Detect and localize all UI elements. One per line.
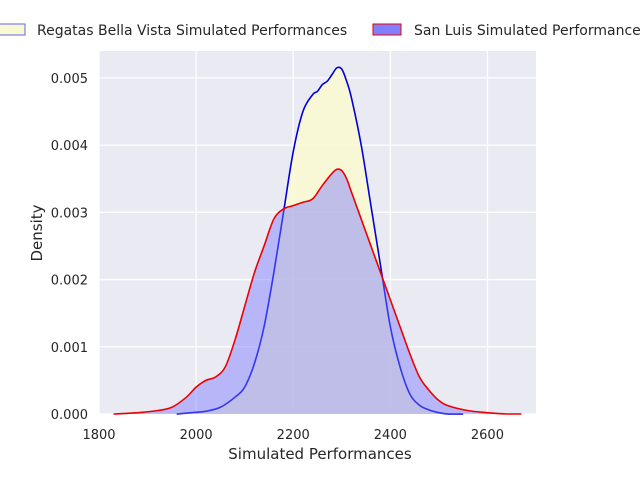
legend-swatch-regatas bbox=[0, 23, 26, 36]
legend-label-san-luis: San Luis Simulated Performances bbox=[414, 23, 640, 39]
y-tick-label-1: 0.001 bbox=[51, 341, 88, 356]
x-axis-label: Simulated Performances bbox=[228, 445, 412, 463]
x-tick-label-2: 2200 bbox=[277, 428, 310, 443]
x-tick-label-3: 2400 bbox=[374, 428, 407, 443]
series-0-area bbox=[176, 67, 464, 415]
legend-label-regatas: Regatas Bella Vista Simulated Performanc… bbox=[37, 23, 347, 39]
x-tick-label-0: 1800 bbox=[82, 428, 115, 443]
y-tick-label-3: 0.003 bbox=[51, 206, 88, 221]
y-tick-label-2: 0.002 bbox=[51, 274, 88, 289]
series-layer bbox=[113, 66, 522, 415]
series-1-area bbox=[113, 169, 522, 414]
x-tick-label-1: 2000 bbox=[180, 428, 213, 443]
y-axis-label: Density bbox=[28, 204, 46, 261]
x-tick-label-4: 2600 bbox=[471, 428, 504, 443]
y-tick-label-0: 0.000 bbox=[51, 408, 88, 423]
series-0-line bbox=[176, 66, 464, 415]
legend-swatch-san-luis bbox=[372, 23, 402, 36]
y-tick-label-5: 0.005 bbox=[51, 72, 88, 87]
x-axis-ticks: 1800 2000 2200 2400 2600 bbox=[82, 428, 504, 443]
series-1-line bbox=[113, 168, 522, 415]
legend: Regatas Bella Vista Simulated Performanc… bbox=[0, 23, 640, 39]
y-tick-label-4: 0.004 bbox=[51, 139, 88, 154]
y-axis-ticks: 0.000 0.001 0.002 0.003 0.004 0.005 bbox=[51, 72, 88, 423]
